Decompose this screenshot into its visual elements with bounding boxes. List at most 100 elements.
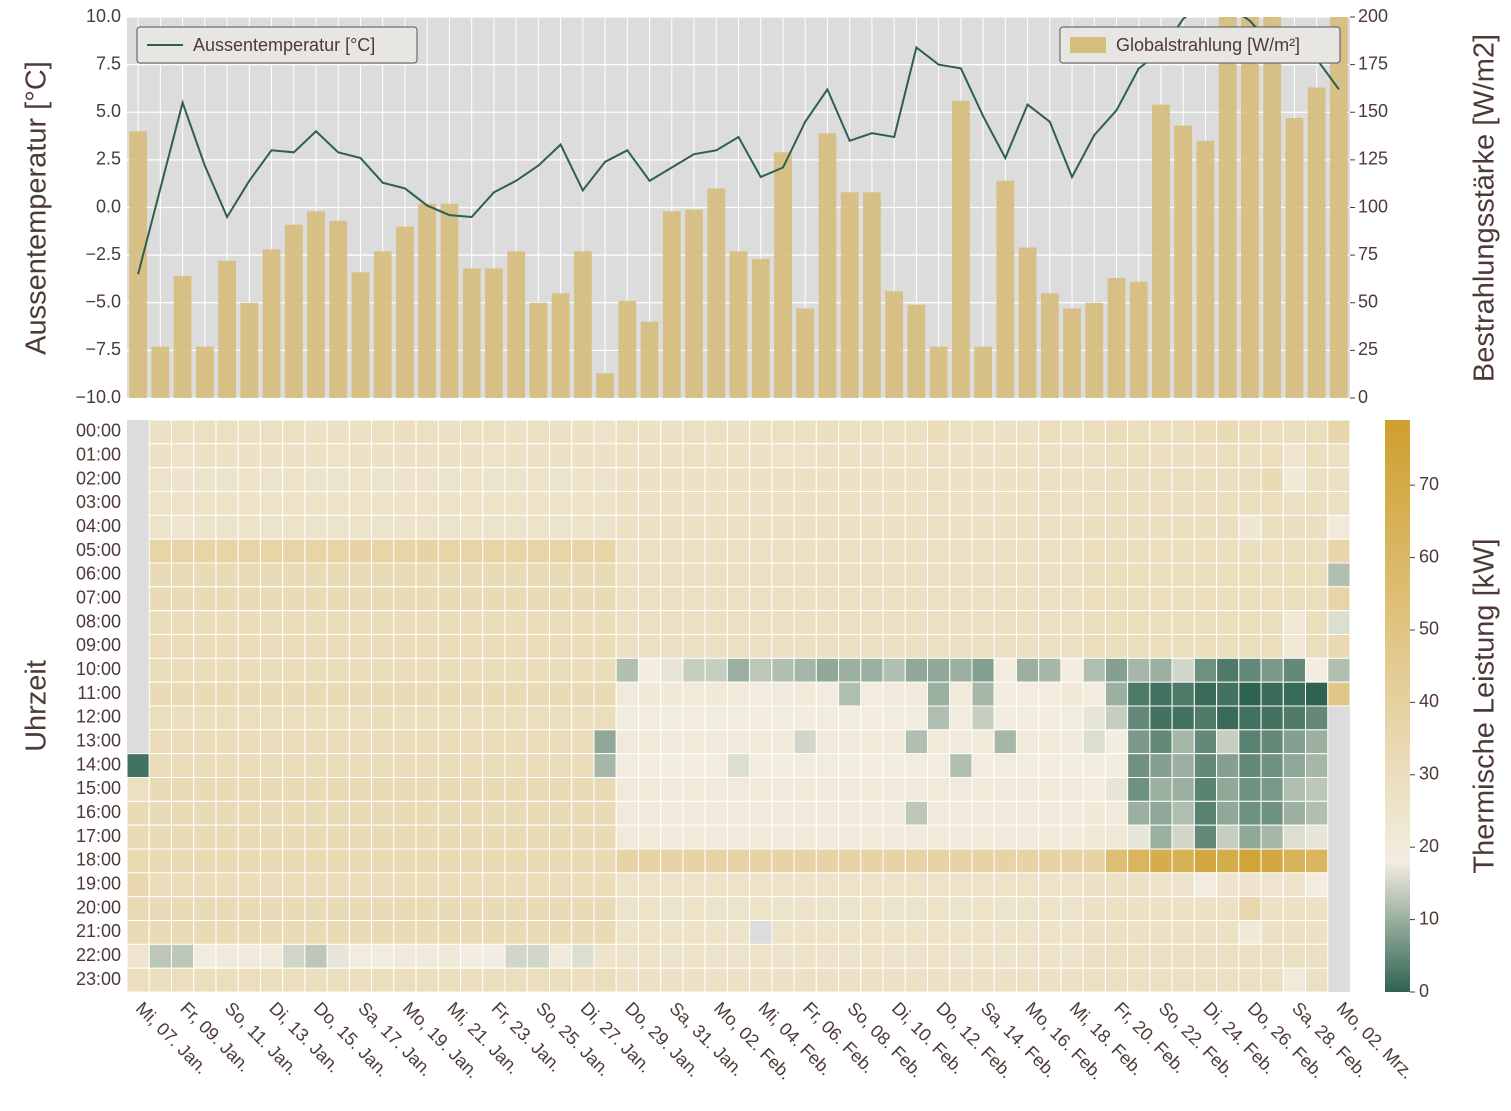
heatmap-cell — [971, 824, 995, 850]
heatmap-cell — [526, 562, 550, 588]
heatmap-cell — [548, 777, 573, 802]
heatmap-cell — [237, 943, 261, 969]
heatmap-cell — [526, 657, 550, 683]
bar — [507, 251, 526, 398]
heatmap-cell — [882, 467, 906, 492]
heatmap-cell — [704, 920, 728, 945]
heatmap-cell — [993, 467, 1017, 492]
bar — [1329, 17, 1348, 398]
heatmap-cell — [193, 967, 217, 993]
heatmap-cell — [215, 753, 239, 779]
heatmap-cell — [1305, 467, 1329, 492]
heatmap-cell — [1015, 467, 1040, 492]
heatmap-cell — [615, 943, 639, 969]
heatmap-cell — [237, 634, 261, 659]
heatmap-cell — [615, 634, 639, 659]
heatmap-cell — [637, 896, 662, 922]
heatmap-cell — [148, 729, 172, 755]
heatmap-cell — [437, 967, 462, 993]
heatmap-cell — [971, 920, 995, 945]
heatmap-cell — [504, 705, 528, 731]
heatmap-cell — [1260, 681, 1284, 707]
y-tick-label: 10:00 — [76, 659, 121, 679]
heatmap-cell — [793, 657, 817, 683]
heatmap-cell — [460, 562, 484, 588]
heatmap-cell — [1060, 467, 1084, 492]
heatmap-cell — [415, 634, 439, 659]
heatmap-cell — [637, 943, 662, 969]
heatmap-cell — [170, 491, 195, 516]
heatmap-cell — [1149, 538, 1173, 564]
heatmap-cell — [1127, 610, 1151, 636]
heatmap-cell — [682, 943, 706, 969]
heatmap-cell — [1060, 514, 1084, 540]
heatmap-cell — [371, 729, 395, 755]
heatmap-cell — [326, 777, 350, 802]
heatmap-cell — [1282, 896, 1307, 922]
heatmap-cell — [193, 491, 217, 516]
heatmap-cell — [1038, 610, 1062, 636]
heatmap-cell — [148, 705, 172, 731]
heatmap-cell — [1282, 824, 1307, 850]
heatmap-cell — [660, 777, 684, 802]
heatmap-cell — [1015, 443, 1040, 469]
bar — [573, 251, 592, 398]
heatmap-cell — [571, 896, 595, 922]
heatmap-cell — [126, 920, 150, 945]
heatmap-cell — [548, 419, 573, 445]
heatmap-cell — [193, 848, 217, 874]
heatmap-cell — [237, 491, 261, 516]
heatmap-cell — [482, 562, 506, 588]
bar — [485, 268, 503, 398]
heatmap-cell — [1104, 943, 1129, 969]
heatmap-cell — [1282, 943, 1307, 969]
bar — [1018, 247, 1037, 398]
heatmap-cell — [904, 753, 929, 779]
heatmap-cell — [1327, 586, 1351, 612]
heatmap-cell — [1038, 824, 1062, 850]
heatmap-cell — [371, 896, 395, 922]
heatmap-cell — [771, 920, 795, 945]
heatmap-cell — [326, 491, 350, 516]
heatmap-cell — [1082, 729, 1106, 755]
heatmap-cell — [771, 586, 795, 612]
heatmap-cell — [1149, 514, 1173, 540]
heatmap-cell — [860, 443, 884, 469]
heatmap-cell — [126, 872, 150, 898]
heatmap-cell — [1171, 729, 1195, 755]
heatmap-cell — [1193, 824, 1218, 850]
heatmap-cell — [415, 681, 439, 707]
heatmap-cell — [1260, 538, 1284, 564]
heatmap-cell — [726, 514, 751, 540]
heatmap-cell — [304, 562, 328, 588]
heatmap-cell — [571, 943, 595, 969]
heatmap-cell — [749, 538, 773, 564]
y-tick-label: 7.5 — [96, 53, 121, 73]
heatmap-cell — [259, 848, 284, 874]
heatmap-cell — [460, 610, 484, 636]
heatmap-cell — [815, 538, 840, 564]
heatmap-cell — [326, 634, 350, 659]
heatmap-cell — [1149, 800, 1173, 826]
heatmap-cell — [1082, 657, 1106, 683]
heatmap-cell — [1127, 920, 1151, 945]
bar — [1196, 140, 1215, 398]
heatmap-cell — [460, 800, 484, 826]
heatmap-cell — [326, 657, 350, 683]
heatmap-cell — [460, 538, 484, 564]
heatmap-cell — [504, 896, 528, 922]
heatmap-cell — [1305, 920, 1329, 945]
heatmap-cell — [193, 896, 217, 922]
heatmap-cell — [682, 896, 706, 922]
heatmap-cell — [726, 896, 751, 922]
heatmap-cell — [682, 443, 706, 469]
heatmap-cell — [637, 419, 662, 445]
bar — [195, 346, 214, 398]
heatmap-cell — [237, 681, 261, 707]
heatmap-cell — [1260, 443, 1284, 469]
heatmap-cell — [371, 491, 395, 516]
heatmap-cell — [371, 443, 395, 469]
heatmap-cell — [393, 920, 417, 945]
heatmap-cell — [927, 634, 951, 659]
heatmap-cell — [571, 705, 595, 731]
